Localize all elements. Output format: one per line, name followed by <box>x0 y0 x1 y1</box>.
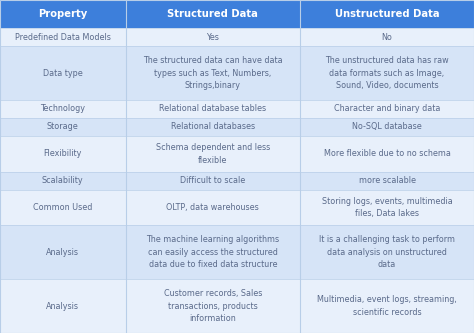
Text: Common Used: Common Used <box>33 203 92 212</box>
Text: Multimedia, event logs, streaming,
scientific records: Multimedia, event logs, streaming, scien… <box>317 295 457 317</box>
Text: Analysis: Analysis <box>46 248 79 257</box>
Text: Storing logs, events, multimedia
files, Data lakes: Storing logs, events, multimedia files, … <box>322 197 452 218</box>
Bar <box>0 0 126 28</box>
Text: Predefined Data Models: Predefined Data Models <box>15 33 111 42</box>
Bar <box>300 136 474 172</box>
Bar <box>300 189 474 225</box>
Bar <box>0 189 126 225</box>
Text: Relational databases: Relational databases <box>171 123 255 132</box>
Text: more scalable: more scalable <box>358 176 416 185</box>
Bar <box>300 279 474 333</box>
Bar <box>0 118 126 136</box>
Bar <box>126 100 300 118</box>
Text: Schema dependent and less
flexible: Schema dependent and less flexible <box>155 143 270 165</box>
Bar <box>0 279 126 333</box>
Text: It is a challenging task to perform
data analysis on unstructured
data: It is a challenging task to perform data… <box>319 235 455 269</box>
Text: Scalability: Scalability <box>42 176 83 185</box>
Bar <box>126 136 300 172</box>
Text: The unstructured data has raw
data formats such as Image,
Sound, Video, document: The unstructured data has raw data forma… <box>325 56 449 90</box>
Text: Relational database tables: Relational database tables <box>159 105 266 114</box>
Text: The machine learning algorithms
can easily access the structured
data due to fix: The machine learning algorithms can easi… <box>146 235 279 269</box>
Text: Unstructured Data: Unstructured Data <box>335 9 439 19</box>
Text: No-SQL database: No-SQL database <box>352 123 422 132</box>
Text: Difficult to scale: Difficult to scale <box>180 176 246 185</box>
Bar <box>0 136 126 172</box>
Bar <box>300 46 474 100</box>
Text: Data type: Data type <box>43 69 82 78</box>
Bar <box>126 279 300 333</box>
Text: Yes: Yes <box>206 33 219 42</box>
Bar <box>126 28 300 46</box>
Text: Customer records, Sales
transactions, products
information: Customer records, Sales transactions, pr… <box>164 289 262 323</box>
Text: OLTP, data warehouses: OLTP, data warehouses <box>166 203 259 212</box>
Text: More flexible due to no schema: More flexible due to no schema <box>324 149 450 158</box>
Bar <box>0 100 126 118</box>
Text: Character and binary data: Character and binary data <box>334 105 440 114</box>
Bar <box>300 28 474 46</box>
Bar <box>126 189 300 225</box>
Text: Structured Data: Structured Data <box>167 9 258 19</box>
Bar <box>0 28 126 46</box>
Bar <box>126 46 300 100</box>
Bar <box>126 0 300 28</box>
Bar <box>300 118 474 136</box>
Text: Technology: Technology <box>40 105 85 114</box>
Bar <box>300 100 474 118</box>
Text: Flexibility: Flexibility <box>44 149 82 158</box>
Text: Property: Property <box>38 9 87 19</box>
Bar <box>300 172 474 189</box>
Bar <box>0 46 126 100</box>
Text: Analysis: Analysis <box>46 302 79 311</box>
Bar <box>0 172 126 189</box>
Text: No: No <box>382 33 392 42</box>
Text: Storage: Storage <box>47 123 79 132</box>
Bar <box>126 118 300 136</box>
Bar <box>126 225 300 279</box>
Bar <box>126 172 300 189</box>
Bar <box>300 0 474 28</box>
Text: The structured data can have data
types such as Text, Numbers,
Strings,binary: The structured data can have data types … <box>143 56 283 90</box>
Bar <box>300 225 474 279</box>
Bar <box>0 225 126 279</box>
